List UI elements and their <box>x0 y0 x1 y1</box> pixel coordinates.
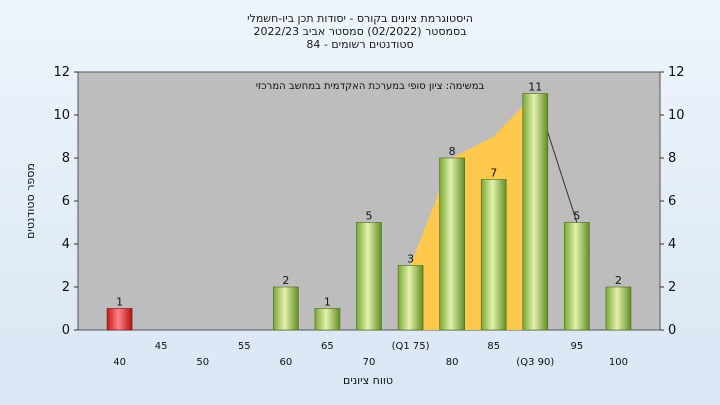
x-axis: 40 45 50 55 60 65 70 (Q1 75) 80 85 (Q3 90) 95 100 <box>113 341 628 368</box>
data-label: 11 <box>528 81 542 94</box>
y-tick-label-left: 6 <box>62 194 70 209</box>
title-line-1: היסטוגרמת ציונים בקורס - יסודות תכן ביו-… <box>247 12 473 25</box>
bar-65 <box>314 308 341 331</box>
x-tick-label: 85 <box>487 341 500 352</box>
x-tick-label: 65 <box>321 341 334 352</box>
y-tick-label-left: 0 <box>62 323 70 338</box>
chart-title: היסטוגרמת ציונים בקורס - יסודות תכן ביו-… <box>247 12 473 51</box>
y-axis-label: מספר סטודנטים <box>24 163 37 239</box>
bar-Q175 <box>397 265 424 331</box>
x-tick-label: (Q3 90) <box>516 357 554 368</box>
bar-Q390 <box>522 93 549 331</box>
x-tick-label: 80 <box>446 357 459 368</box>
title-line-3: סטודנטים רשומים - 84 <box>306 38 413 51</box>
y-tick-label-left: 8 <box>62 151 70 166</box>
data-label: 5 <box>573 210 580 223</box>
y-tick-label-right: 6 <box>668 194 676 209</box>
data-label: 7 <box>490 167 497 180</box>
bar-40 <box>106 308 133 331</box>
x-tick-label: 60 <box>279 357 292 368</box>
data-label: 3 <box>407 253 414 266</box>
x-tick-label: (Q1 75) <box>392 341 430 352</box>
x-tick-label: 45 <box>155 341 168 352</box>
data-label: 1 <box>116 296 123 309</box>
bars-group <box>106 93 632 331</box>
y-axis-right: 0 2 4 6 8 10 12 <box>660 65 685 338</box>
x-tick-label: 55 <box>238 341 251 352</box>
data-label: 5 <box>366 210 373 223</box>
y-tick-label-right: 10 <box>668 108 685 123</box>
x-tick-label: 70 <box>363 357 376 368</box>
y-tick-label-right: 2 <box>668 280 676 295</box>
y-tick-label-left: 12 <box>53 65 70 80</box>
y-tick-label-right: 12 <box>668 65 685 80</box>
data-label: 2 <box>615 274 622 287</box>
y-tick-label-right: 4 <box>668 237 676 252</box>
x-tick-label: 95 <box>570 341 583 352</box>
y-tick-label-left: 10 <box>53 108 70 123</box>
bar-100 <box>605 286 632 331</box>
data-label: 8 <box>449 145 456 158</box>
bar-80 <box>439 157 465 331</box>
x-tick-label: 50 <box>196 357 209 368</box>
x-axis-label: טווח ציונים <box>343 374 393 387</box>
data-label: 1 <box>324 296 331 309</box>
y-axis-left: 0 2 4 6 8 10 12 <box>53 65 78 338</box>
data-label: 2 <box>282 274 289 287</box>
data-labels-group: 1 2 1 5 3 8 7 11 5 2 <box>116 81 622 309</box>
y-tick-label-left: 4 <box>62 237 70 252</box>
title-line-2: בסמסטר (02/2022) סמסטר אביב 2022/23 <box>253 25 466 38</box>
bar-95 <box>564 222 590 331</box>
x-tick-label: 100 <box>609 357 628 368</box>
y-tick-label-right: 8 <box>668 151 676 166</box>
x-tick-label: 40 <box>113 357 126 368</box>
bar-85 <box>480 179 507 331</box>
bar-70 <box>356 222 382 331</box>
bar-60 <box>273 286 299 331</box>
y-tick-label-right: 0 <box>668 323 676 338</box>
y-tick-label-left: 2 <box>62 280 70 295</box>
annotation-text: במשימה: ציון סופי במערכת האקדמית במחשב ה… <box>256 81 485 92</box>
